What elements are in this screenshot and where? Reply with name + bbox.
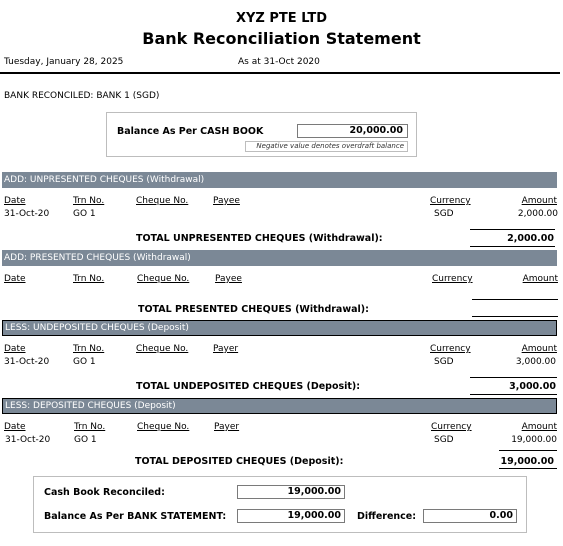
bank-statement-label: Balance As Per BANK STATEMENT: xyxy=(44,511,227,522)
total-label-deposited: TOTAL DEPOSITED CHEQUES (Deposit): xyxy=(135,456,344,467)
total-rule-top xyxy=(470,377,557,378)
total-rule-bottom xyxy=(470,394,557,395)
col-cheque: Cheque No. xyxy=(137,274,190,284)
total-rule-bottom xyxy=(472,316,558,317)
print-date: Tuesday, January 28, 2025 xyxy=(4,57,124,67)
col-amount: Amount xyxy=(521,422,557,432)
col-currency: Currency xyxy=(430,196,471,206)
col-date: Date xyxy=(4,422,26,432)
total-rule-bottom xyxy=(470,246,555,247)
row-currency: SGD xyxy=(434,435,454,445)
cash-book-label: Balance As Per CASH BOOK xyxy=(117,126,264,137)
col-payer: Payer xyxy=(214,422,240,432)
col-trn: Trn No. xyxy=(73,274,105,284)
row-trn: GO 1 xyxy=(74,435,97,445)
as-at-date: As at 31-Oct 2020 xyxy=(238,57,320,67)
col-trn: Trn No. xyxy=(73,196,105,206)
row-amount: 19,000.00 xyxy=(511,435,557,445)
row-trn: GO 1 xyxy=(73,357,96,367)
col-cheque: Cheque No. xyxy=(136,196,189,206)
cash-book-reconciled-label: Cash Book Reconciled: xyxy=(44,487,165,498)
col-payee: Payee xyxy=(213,196,240,206)
difference-value: 0.00 xyxy=(423,509,517,523)
cash-book-box: Balance As Per CASH BOOK 20,000.00 Negat… xyxy=(106,112,417,157)
row-date: 31-Oct-20 xyxy=(4,357,50,367)
section-band-unpresented: ADD: UNPRESENTED CHEQUES (Withdrawal) xyxy=(2,172,557,188)
row-currency: SGD xyxy=(434,209,454,219)
cash-book-reconciled-value: 19,000.00 xyxy=(237,485,345,499)
section-band-deposited: LESS: DEPOSITED CHEQUES (Deposit) xyxy=(2,398,557,414)
col-currency: Currency xyxy=(431,422,472,432)
summary-box: Cash Book Reconciled: 19,000.00 Balance … xyxy=(33,476,527,533)
overdraft-note: Negative value denotes overdraft balance xyxy=(245,141,408,152)
col-payee: Payee xyxy=(215,274,242,284)
row-amount: 3,000.00 xyxy=(515,357,556,367)
total-value-undeposited: 3,000.00 xyxy=(509,381,556,392)
col-date: Date xyxy=(4,196,26,206)
col-currency: Currency xyxy=(432,274,473,284)
col-amount: Amount xyxy=(521,344,557,354)
total-rule-top xyxy=(499,450,557,451)
col-payer: Payer xyxy=(213,344,239,354)
report-title: Bank Reconciliation Statement xyxy=(142,29,421,48)
total-label-undeposited: TOTAL UNDEPOSITED CHEQUES (Deposit): xyxy=(136,381,361,392)
col-currency: Currency xyxy=(430,344,471,354)
col-cheque: Cheque No. xyxy=(136,344,189,354)
col-cheque: Cheque No. xyxy=(137,422,190,432)
cash-book-value: 20,000.00 xyxy=(297,124,408,138)
section-band-undeposited: LESS: UNDEPOSITED CHEQUES (Deposit) xyxy=(2,320,557,336)
total-rule-top xyxy=(470,229,555,230)
total-label-unpresented: TOTAL UNPRESENTED CHEQUES (Withdrawal): xyxy=(136,233,383,244)
total-value-unpresented: 2,000.00 xyxy=(507,233,554,244)
company-name: XYZ PTE LTD xyxy=(236,11,327,26)
col-trn: Trn No. xyxy=(73,344,105,354)
row-currency: SGD xyxy=(434,357,454,367)
bank-statement-value: 19,000.00 xyxy=(237,509,345,523)
header-divider xyxy=(0,72,560,74)
total-rule-top xyxy=(472,299,558,300)
difference-label: Difference: xyxy=(357,511,417,522)
total-value-deposited: 19,000.00 xyxy=(500,456,555,467)
col-date: Date xyxy=(4,344,26,354)
row-date: 31-Oct-20 xyxy=(5,435,51,445)
total-label-presented: TOTAL PRESENTED CHEQUES (Withdrawal): xyxy=(138,304,369,315)
col-trn: Trn No. xyxy=(74,422,106,432)
row-amount: 2,000.00 xyxy=(517,209,558,219)
row-date: 31-Oct-20 xyxy=(4,209,50,219)
bank-reconciled: BANK RECONCILED: BANK 1 (SGD) xyxy=(4,91,160,101)
col-amount: Amount xyxy=(521,196,557,206)
total-rule-bottom xyxy=(499,468,557,469)
col-amount: Amount xyxy=(522,274,558,284)
row-trn: GO 1 xyxy=(73,209,96,219)
col-date: Date xyxy=(4,274,26,284)
section-band-presented: ADD: PRESENTED CHEQUES (Withdrawal) xyxy=(2,250,557,266)
